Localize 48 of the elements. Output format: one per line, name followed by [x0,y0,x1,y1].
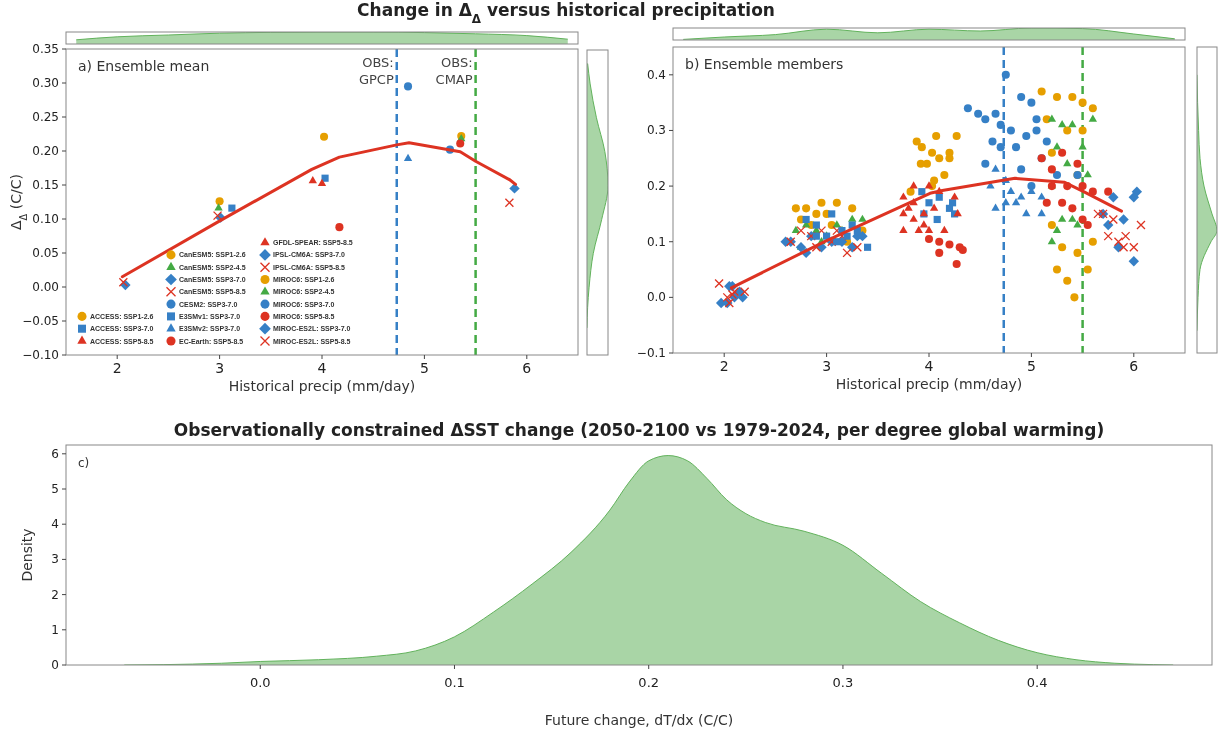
y-tick-label: 5 [51,482,59,496]
x-tick-label: 5 [1026,358,1036,374]
y-tick-label: 4 [51,517,59,532]
chart-title: Observationally constrained ΔSST change (2050-2100 vs 1979-2024, per degree global warming) [173,420,1105,440]
y-tick-label: 0.35 [32,42,59,56]
y-tick-label: 2 [51,587,59,602]
y-tick-label: 0.05 [32,246,59,260]
x-tick-label: 0.1 [444,675,465,690]
y-tick-label: 0.2 [646,179,666,194]
chart-title: Change in Δ$_{Δ}$ versus historical precipitation [357,0,775,26]
x-tick-label: 3 [822,358,832,374]
y-tick-label: 0.0 [646,290,666,305]
x-tick-label: 4 [317,360,327,376]
x-tick-label: 6 [522,360,532,376]
x-tick-label: 2 [112,360,122,376]
x-tick-label: 0.4 [1026,675,1048,690]
x-axis-title: Future change, dT/dx (C/C) [544,712,734,728]
y-tick-label: −0.1 [636,346,666,360]
y-tick-label: −0.05 [22,314,59,328]
y-tick-label: 0 [51,658,59,672]
x-tick-label: 2 [719,358,729,374]
y-tick-label: 0.25 [32,110,59,124]
x-tick-label: 6 [1129,358,1139,374]
x-tick-label: 4 [924,358,934,374]
annotation: a) Ensemble mean [78,58,210,74]
y-tick-label: 0.3 [646,123,666,138]
x-tick-label: 5 [419,360,429,376]
x-tick-label: 0.3 [832,675,854,690]
x-axis-title: Historical precip (mm/day) [228,378,416,394]
y-tick-label: 0.15 [32,178,59,192]
annotation: b) Ensemble members [685,56,844,72]
x-tick-label: 3 [215,360,225,376]
ref-line-label: OBS: CMAP [435,55,473,87]
y-tick-label: 0.00 [32,280,59,294]
y-tick-label: −0.10 [22,348,59,362]
y-tick-label: 0.1 [646,234,666,249]
x-tick-label: 0.0 [249,675,271,690]
y-tick-label: 1 [51,622,59,637]
y-tick-label: 6 [51,446,59,461]
x-axis-title: Historical precip (mm/day) [835,376,1023,392]
y-tick-label: 0.4 [646,67,666,82]
y-tick-label: 3 [51,552,59,567]
y-tick-label: 0.20 [32,144,59,158]
ref-line-label: OBS: GPCP [358,55,394,87]
annotation: c) [78,456,90,470]
y-axis-title: Density [19,528,35,582]
y-tick-label: 0.30 [32,76,59,90]
y-tick-label: 0.10 [32,212,59,226]
